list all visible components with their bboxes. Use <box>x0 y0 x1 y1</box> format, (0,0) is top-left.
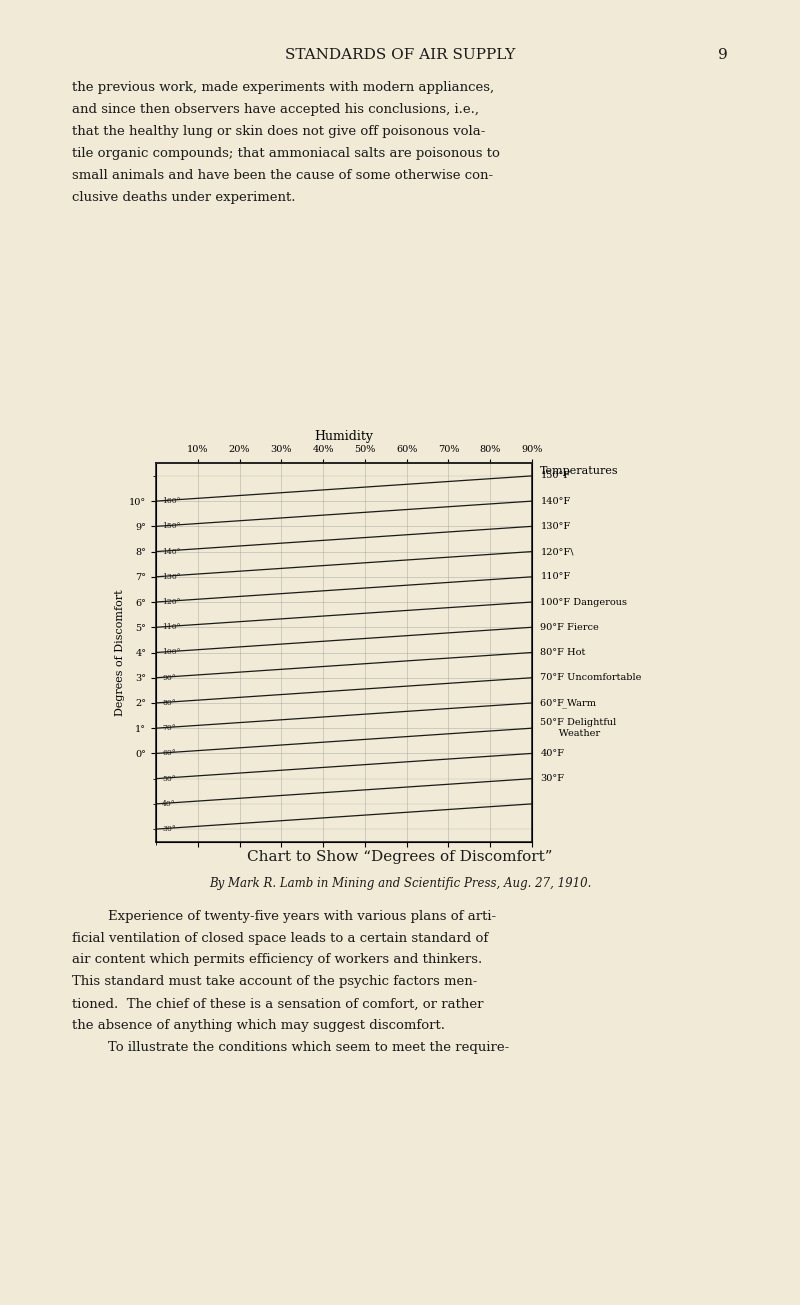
Text: 110°F: 110°F <box>540 573 570 581</box>
Text: 140°F: 140°F <box>540 497 570 505</box>
Y-axis label: Degrees of Discomfort: Degrees of Discomfort <box>115 589 125 716</box>
Text: 70°F Uncomfortable: 70°F Uncomfortable <box>540 673 642 683</box>
Text: the previous work, made experiments with modern appliances,: the previous work, made experiments with… <box>72 81 494 94</box>
Text: the absence of anything which may suggest discomfort.: the absence of anything which may sugges… <box>72 1019 445 1032</box>
Text: 160°: 160° <box>162 497 181 505</box>
Text: and since then observers have accepted his conclusions, i.e.,: and since then observers have accepted h… <box>72 103 479 116</box>
Text: Experience of twenty-five years with various plans of arti-: Experience of twenty-five years with var… <box>108 910 496 923</box>
Text: tile organic compounds; that ammoniacal salts are poisonous to: tile organic compounds; that ammoniacal … <box>72 146 500 159</box>
X-axis label: Humidity: Humidity <box>314 429 374 442</box>
Text: Chart to Show “Degrees of Discomfort”: Chart to Show “Degrees of Discomfort” <box>247 850 553 864</box>
Text: 80°F Hot: 80°F Hot <box>540 649 586 656</box>
Text: 30°: 30° <box>162 825 176 833</box>
Text: 80°: 80° <box>162 699 176 707</box>
Text: Temperatures: Temperatures <box>540 466 619 476</box>
Text: STANDARDS OF AIR SUPPLY: STANDARDS OF AIR SUPPLY <box>285 48 515 63</box>
Text: 40°: 40° <box>162 800 176 808</box>
Text: small animals and have been the cause of some otherwise con-: small animals and have been the cause of… <box>72 168 493 181</box>
Text: 130°: 130° <box>162 573 181 581</box>
Text: 40°F: 40°F <box>540 749 564 758</box>
Text: tioned.  The chief of these is a sensation of comfort, or rather: tioned. The chief of these is a sensatio… <box>72 997 483 1010</box>
Text: ficial ventilation of closed space leads to a certain standard of: ficial ventilation of closed space leads… <box>72 932 488 945</box>
Text: 140°: 140° <box>162 548 181 556</box>
Text: 50°: 50° <box>162 775 176 783</box>
Text: By Mark R. Lamb in Mining and Scientific Press, Aug. 27, 1910.: By Mark R. Lamb in Mining and Scientific… <box>209 877 591 890</box>
Text: 60°F ̲Warm: 60°F ̲Warm <box>540 698 596 707</box>
Text: 100°F Dangerous: 100°F Dangerous <box>540 598 627 607</box>
Text: 100°: 100° <box>162 649 181 656</box>
Text: 120°F\: 120°F\ <box>540 547 574 556</box>
Text: 9: 9 <box>718 48 728 63</box>
Text: air content which permits efficiency of workers and thinkers.: air content which permits efficiency of … <box>72 954 482 967</box>
Text: This standard must take account of the psychic factors men-: This standard must take account of the p… <box>72 975 478 988</box>
Text: that the healthy lung or skin does not give off poisonous vola-: that the healthy lung or skin does not g… <box>72 125 486 138</box>
Text: 150°: 150° <box>162 522 181 530</box>
Text: 60°: 60° <box>162 749 176 757</box>
Text: 30°F: 30°F <box>540 774 564 783</box>
Text: 90°: 90° <box>162 673 176 681</box>
Text: 90°F Fierce: 90°F Fierce <box>540 622 599 632</box>
Text: clusive deaths under experiment.: clusive deaths under experiment. <box>72 191 295 204</box>
Text: 110°: 110° <box>162 624 181 632</box>
Text: 50°F Delightful
      Weather: 50°F Delightful Weather <box>540 719 617 737</box>
Text: 120°: 120° <box>162 598 181 606</box>
Text: To illustrate the conditions which seem to meet the require-: To illustrate the conditions which seem … <box>108 1041 510 1054</box>
Text: 70°: 70° <box>162 724 176 732</box>
Text: 150°F: 150°F <box>540 471 570 480</box>
Text: 130°F: 130°F <box>540 522 570 531</box>
